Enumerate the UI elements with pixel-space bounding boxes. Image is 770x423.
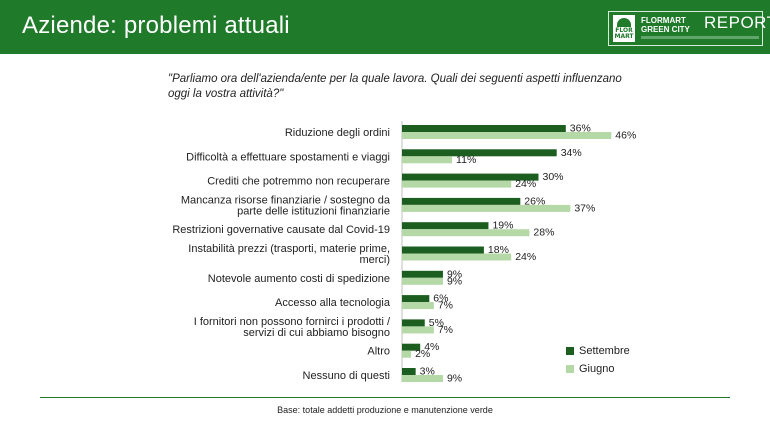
logo-name: FLORMART GREEN CITY [641, 16, 690, 34]
data-label-settembre: 36% [570, 123, 591, 135]
bar-giugno [402, 277, 443, 285]
data-label-settembre: 6% [433, 293, 448, 305]
bar-settembre [402, 197, 521, 205]
logo-mark-text: FLOR MART [614, 27, 634, 40]
bar-settembre [402, 270, 443, 278]
logo-line2: GREEN CITY [641, 25, 690, 34]
data-label-giugno: 46% [615, 130, 636, 142]
bar-settembre [402, 222, 489, 230]
data-label-settembre: 4% [424, 341, 439, 353]
flormart-mark-icon: FLOR MART [613, 15, 635, 42]
data-label-settembre: 19% [492, 220, 513, 232]
bar-settembre [402, 173, 539, 181]
bar-settembre [402, 368, 416, 375]
flormart-logo: FLOR MART FLORMART GREEN CITY REPORT [608, 11, 770, 46]
category-label: Notevole aumento costi di spedizione [208, 273, 390, 285]
data-label-settembre: 34% [561, 147, 582, 159]
legend-label-giugno: Giugno [579, 363, 615, 375]
category-label: Mancanza risorse finanziarie / sostegno … [181, 194, 391, 206]
data-label-giugno: 9% [447, 275, 462, 287]
page-title: Aziende: problemi attuali [22, 12, 290, 39]
data-label-giugno: 28% [533, 227, 554, 239]
bar-giugno [402, 253, 512, 261]
bar-settembre [402, 149, 557, 157]
legend-swatch-settembre [566, 347, 574, 355]
category-label: Riduzione degli ordini [285, 127, 390, 139]
bar-giugno [402, 302, 434, 310]
data-label-giugno: 9% [447, 373, 462, 385]
bar-settembre [402, 319, 425, 327]
category-label: Altro [367, 346, 390, 358]
bar-giugno [402, 350, 412, 358]
legend-label-settembre: Settembre [579, 345, 630, 357]
category-label: Difficoltà a effettuare spostamenti e vi… [186, 151, 390, 163]
bar-giugno [402, 375, 443, 382]
category-label: Restrizioni governative causate dal Covi… [172, 224, 390, 236]
data-label-giugno: 2% [415, 348, 430, 360]
logo-report: REPORT [704, 13, 770, 32]
bar-giugno [402, 204, 571, 212]
data-label-giugno: 7% [438, 324, 453, 336]
category-label: parte delle istituzioni finanziarie [237, 205, 390, 217]
category-label: Accesso alla tecnologia [275, 297, 391, 309]
logo-tagline-decoration [641, 36, 759, 39]
header-bar: Aziende: problemi attuali FLOR MART FLOR… [0, 0, 770, 54]
data-label-giugno: 11% [456, 154, 476, 166]
data-label-settembre: 3% [420, 366, 435, 378]
category-label: servizi di cui abbiamo bisogno [243, 327, 390, 339]
bar-settembre [402, 125, 566, 132]
category-label: Crediti che potremmo non recuperare [207, 176, 390, 188]
footer-divider [40, 397, 730, 398]
data-label-settembre: 30% [543, 171, 564, 183]
bar-giugno [402, 229, 530, 237]
data-label-giugno: 24% [515, 178, 536, 190]
data-label-giugno: 37% [574, 202, 595, 214]
bar-settembre [402, 246, 484, 254]
data-label-settembre: 9% [447, 268, 462, 280]
category-label: merci) [359, 254, 390, 266]
bar-giugno [402, 180, 512, 188]
survey-question: "Parliamo ora dell'azienda/ente per la q… [168, 73, 622, 100]
data-label-settembre: 5% [429, 317, 444, 329]
category-label: I fornitori non possono fornirci i prodo… [194, 316, 391, 328]
legend-swatch-giugno [566, 365, 574, 373]
base-footnote: Base: totale addetti produzione e manute… [277, 405, 493, 415]
bar-giugno [402, 326, 434, 334]
bar-settembre [402, 295, 430, 303]
category-label: Instabilità prezzi (trasporti, materie p… [188, 243, 390, 255]
logo-line1: FLORMART [641, 16, 686, 25]
data-label-giugno: 7% [438, 300, 453, 312]
bar-settembre [402, 343, 421, 351]
category-label: Nessuno di questi [303, 370, 390, 382]
data-label-settembre: 18% [488, 244, 509, 256]
bar-giugno [402, 132, 612, 139]
data-label-settembre: 26% [524, 195, 545, 207]
data-label-giugno: 24% [515, 251, 536, 263]
bar-giugno [402, 156, 453, 164]
